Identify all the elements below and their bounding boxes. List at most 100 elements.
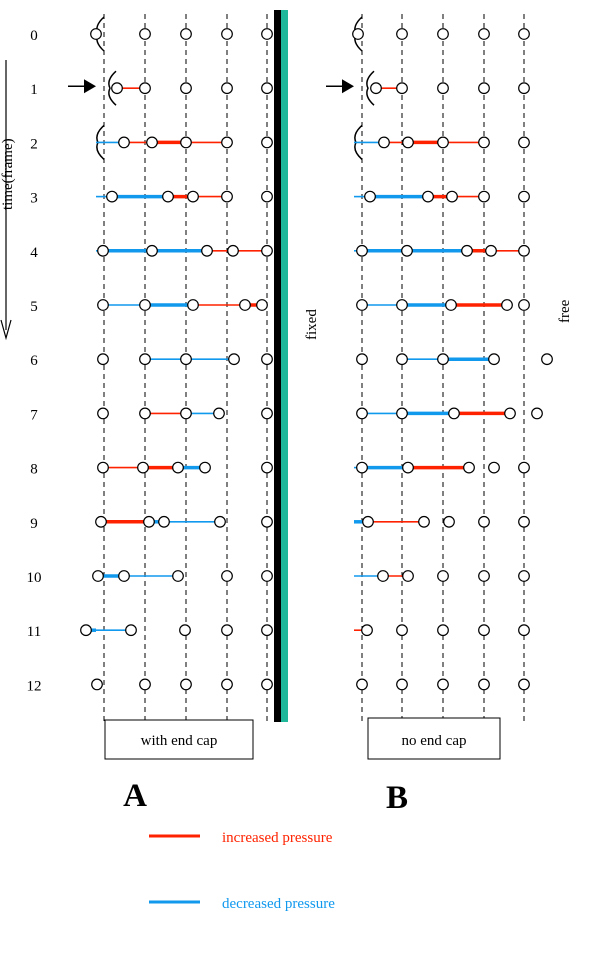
panel-b-particle-f2-1 <box>402 136 414 149</box>
panel-a-particle-f8-0 <box>97 461 109 474</box>
panel-b-particle-f11-4 <box>518 624 530 637</box>
caption-a-box <box>104 719 254 760</box>
panel-a-particle-f12-2 <box>180 678 192 691</box>
panel-b-letter: B <box>386 780 408 816</box>
panel-a-particle-f3-3 <box>221 190 233 203</box>
panel-b-particle-f11-2 <box>437 624 449 637</box>
panel-a-particle-f1-2 <box>180 82 192 95</box>
panel-b-particle-f9-3 <box>478 515 490 528</box>
caption-a: with end cap <box>141 733 218 749</box>
panel-a-particle-f2-0 <box>118 136 130 149</box>
panel-a-particle-f5-3 <box>239 299 251 311</box>
free-boundary-label: free <box>557 299 573 323</box>
panel-a-particle-f11-1 <box>125 624 137 637</box>
panel-a-particle-f8-4 <box>261 461 273 474</box>
panel-a-particle-f8-3 <box>199 461 211 474</box>
panel-b-particle-f10-0 <box>377 570 389 582</box>
panel-b <box>326 14 553 722</box>
frame-label-10: 10 <box>27 570 42 586</box>
panel-b-particle-f10-2 <box>437 570 449 582</box>
panel-b-particle-f3-0 <box>364 190 376 203</box>
panel-b-piston-bracket-1 <box>366 70 375 106</box>
panel-b-particle-f1-0 <box>370 82 382 95</box>
panel-a-particle-f0-0 <box>90 28 102 40</box>
panel-a-particle-f6-1 <box>139 353 151 366</box>
panel-a-particle-f10-1 <box>118 570 130 582</box>
panel-b-particle-f0-3 <box>478 28 490 40</box>
panel-b-particle-f2-2 <box>437 136 449 149</box>
panel-a-particle-f9-2 <box>158 515 170 528</box>
panel-a-particle-f11-0 <box>80 624 92 637</box>
panel-a-particle-f2-1 <box>146 136 158 149</box>
frame-label-6: 6 <box>30 353 38 369</box>
panel-a-particle-f7-4 <box>261 407 273 420</box>
panel-b-particle-f3-4 <box>518 190 530 203</box>
panel-a-letter: A <box>123 778 147 814</box>
panel-b-particle-f4-2 <box>461 244 473 257</box>
panel-b-particle-f6-0 <box>356 353 368 366</box>
caption-b-box <box>367 717 501 760</box>
panel-b-particle-f9-2 <box>443 515 455 528</box>
panel-b-particle-f8-0 <box>356 461 368 474</box>
panel-b-particle-f4-3 <box>485 244 497 257</box>
fixed-wall-black <box>274 10 281 722</box>
panel-a-particle-f1-1 <box>139 82 151 95</box>
panel-a <box>68 14 273 722</box>
panel-b-particle-f4-0 <box>356 244 368 257</box>
fixed-wall-green <box>281 10 288 722</box>
panel-b-particle-f9-4 <box>518 515 530 528</box>
panel-a-particle-f9-3 <box>214 515 226 528</box>
frame-label-12: 12 <box>27 678 42 694</box>
panel-a-particle-f3-2 <box>187 190 199 203</box>
panel-b-particle-f8-1 <box>402 461 414 474</box>
panel-b-particle-f8-2 <box>463 461 475 474</box>
panel-a-particle-f0-3 <box>221 28 233 40</box>
panel-a-particle-f5-4 <box>256 299 268 311</box>
panel-b-particle-f8-4 <box>518 461 530 474</box>
panel-a-pulse-arrowhead <box>84 79 96 94</box>
panel-b-particle-f10-1 <box>402 570 414 582</box>
panel-a-particle-f11-4 <box>261 624 273 637</box>
panel-a-particle-f9-1 <box>143 515 155 528</box>
panel-b-particle-f5-4 <box>518 299 530 311</box>
legend-decreased-label: decreased pressure <box>222 896 335 912</box>
caption-b: no end cap <box>402 733 467 749</box>
panel-b-particle-f0-4 <box>518 28 530 40</box>
panel-a-particle-f12-4 <box>261 678 273 691</box>
time-axis: time(frame) <box>0 60 16 341</box>
panel-b-particle-f12-2 <box>437 678 449 691</box>
panel-a-particle-f5-1 <box>139 299 151 311</box>
panel-a-particle-f10-0 <box>92 570 104 582</box>
panel-a-particle-f7-3 <box>213 407 225 420</box>
time-axis-label: time(frame) <box>0 138 16 210</box>
panel-b-particle-f12-1 <box>396 678 408 691</box>
frame-label-11: 11 <box>27 624 41 640</box>
panel-b-pulse-arrowhead <box>342 79 354 94</box>
legend-increased-label: increased pressure <box>222 830 333 846</box>
panel-b-particle-f0-2 <box>437 28 449 40</box>
panel-b-particle-f2-3 <box>478 136 490 149</box>
panel-a-particle-f6-0 <box>97 353 109 366</box>
frame-label-9: 9 <box>30 516 38 532</box>
panel-b-particle-f6-1 <box>396 353 408 366</box>
panel-b-particle-f9-1 <box>418 515 430 528</box>
frame-label-1: 1 <box>30 82 38 98</box>
panel-b-particle-f0-1 <box>396 28 408 40</box>
panel-b-particle-f7-2 <box>448 407 460 420</box>
panel-a-particle-f4-1 <box>146 244 158 257</box>
panel-b-particle-f3-1 <box>422 190 434 203</box>
panel-a-particle-f6-2 <box>180 353 192 366</box>
panel-a-particle-f9-0 <box>95 515 107 528</box>
panel-a-particle-f2-4 <box>261 136 273 149</box>
panel-a-particle-f1-3 <box>221 82 233 95</box>
panel-b-particle-f11-0 <box>361 624 373 637</box>
panel-b-particle-f5-0 <box>356 299 368 311</box>
legend: increased pressure decreased pressure <box>149 830 335 912</box>
panel-a-particle-f0-4 <box>261 28 273 40</box>
panel-b-particle-f1-2 <box>437 82 449 95</box>
panel-a-particle-f10-3 <box>221 570 233 582</box>
panel-a-particle-f0-2 <box>180 28 192 40</box>
panel-b-particle-f6-3 <box>488 353 500 366</box>
panel-b-particle-f7-0 <box>356 407 368 420</box>
